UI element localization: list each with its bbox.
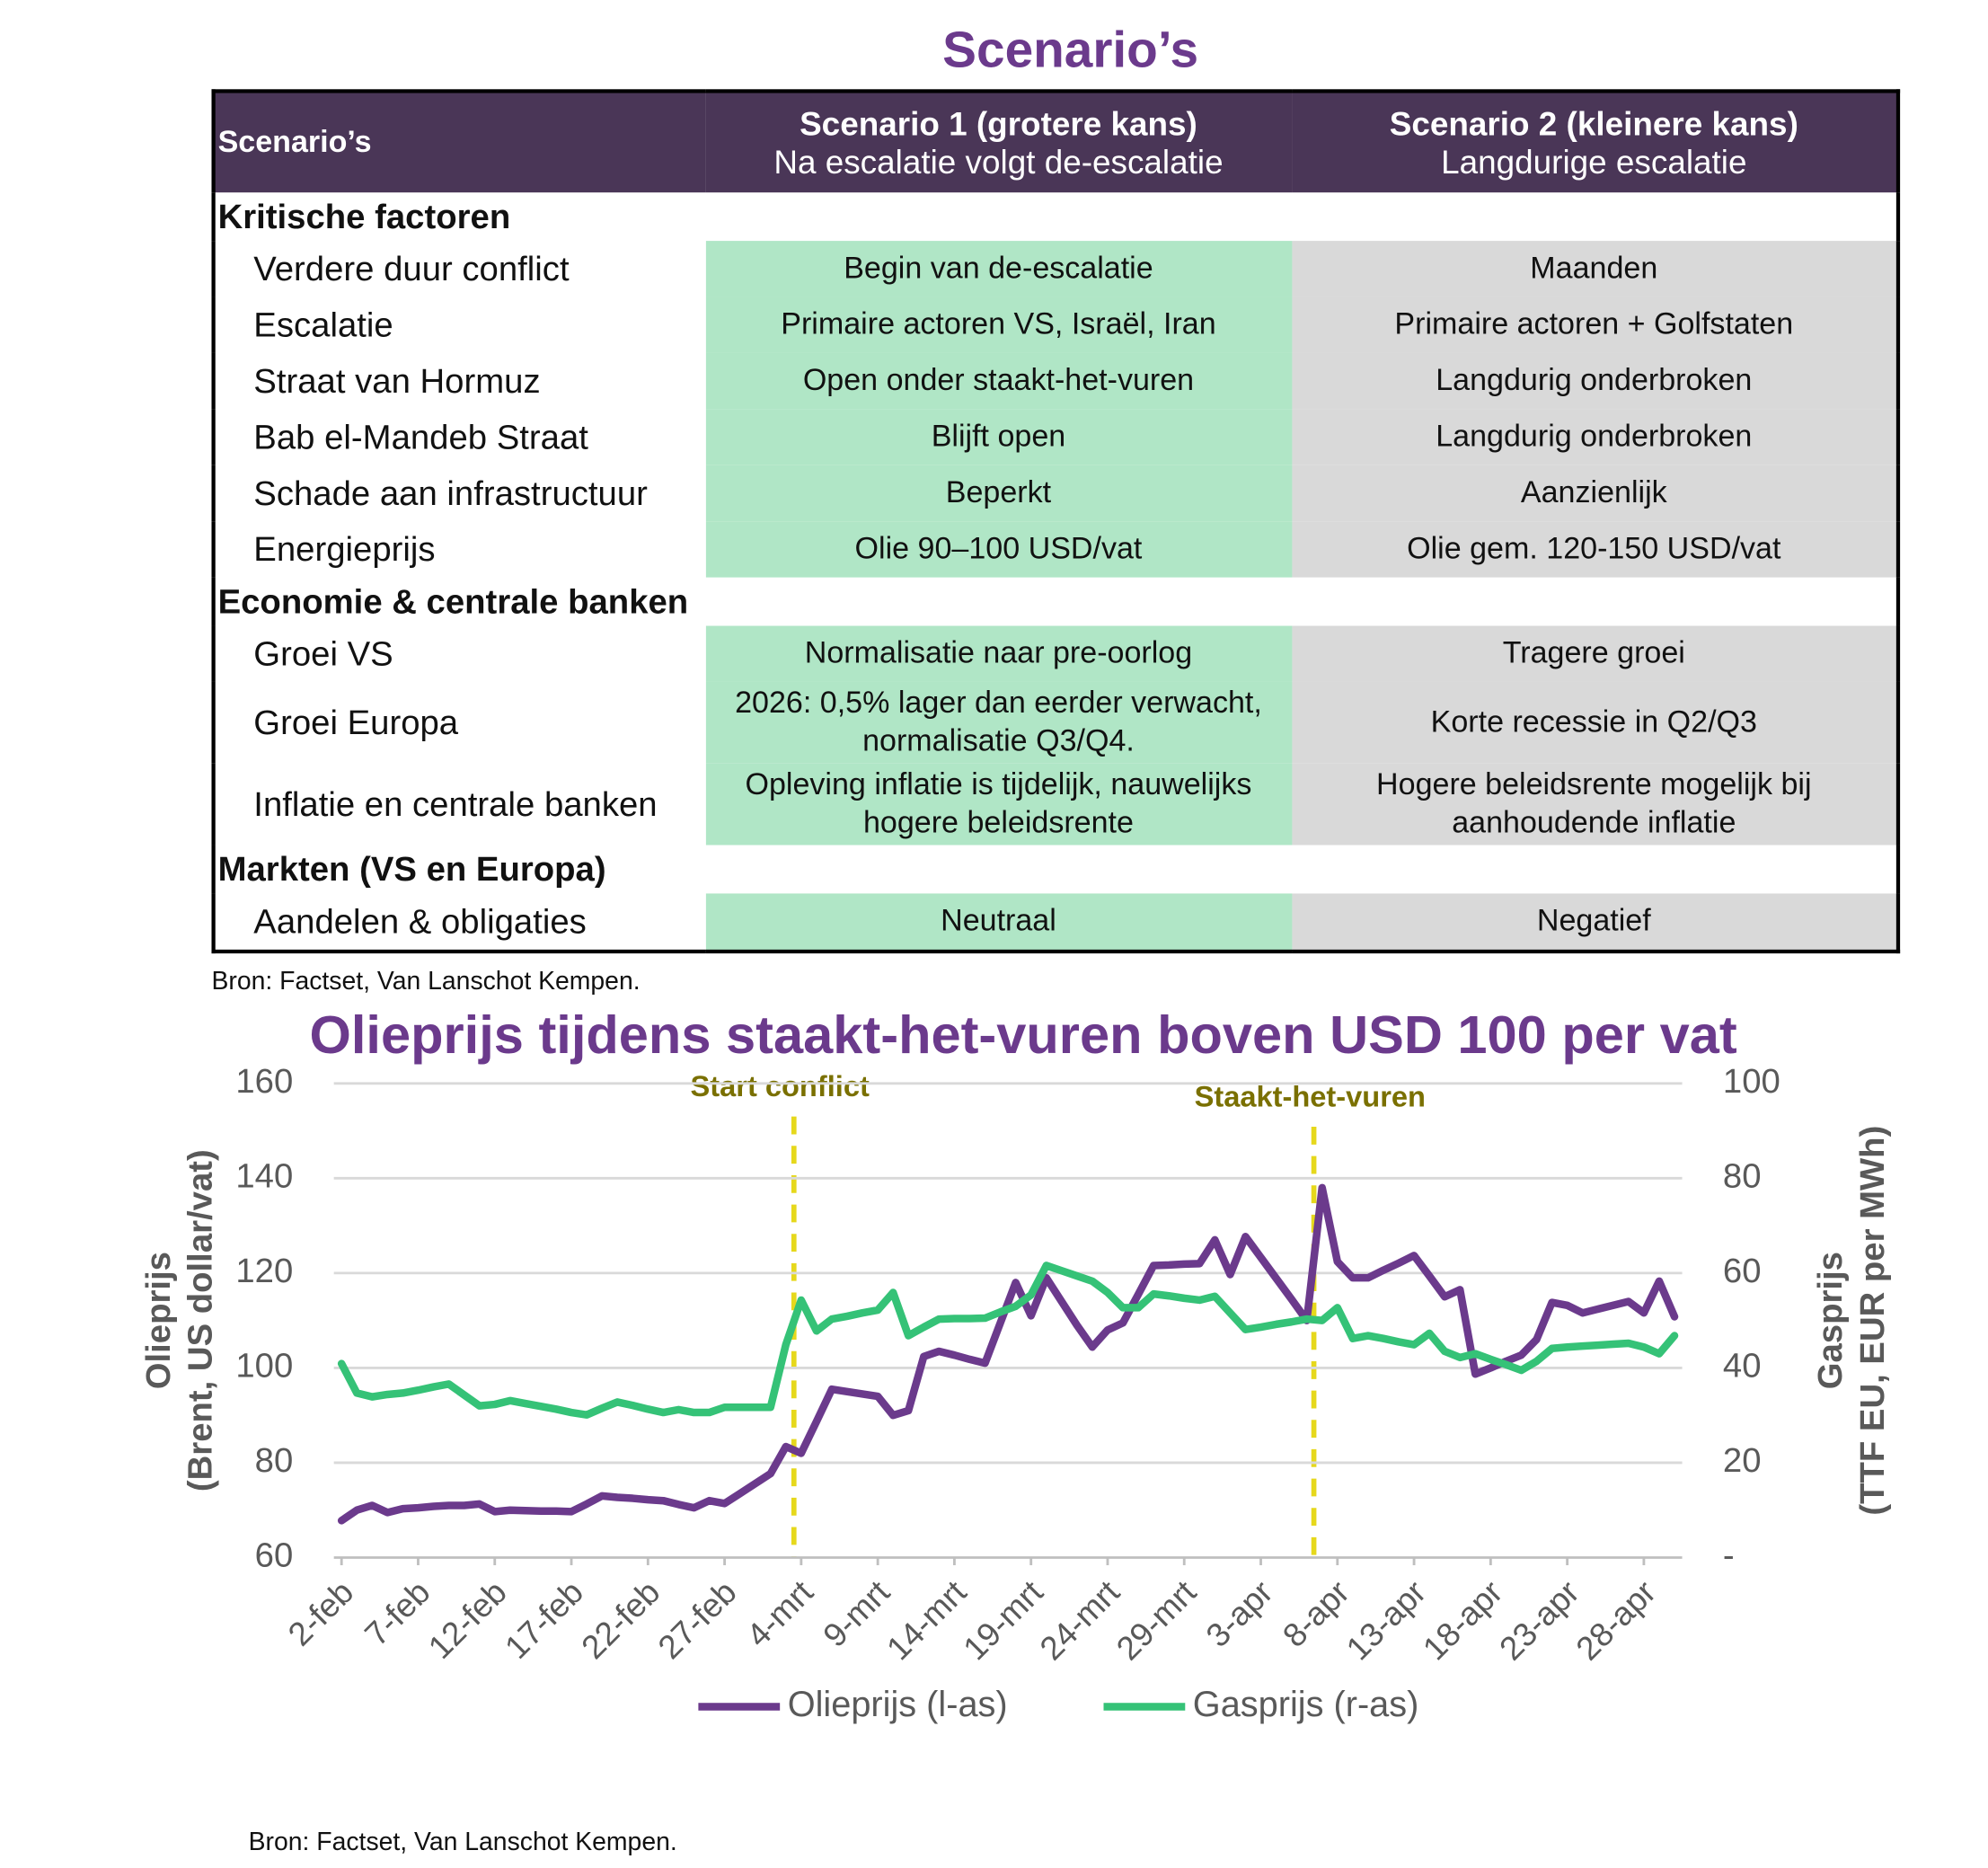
y2-tick-label: 60 — [1723, 1252, 1762, 1290]
y2-tick-label: 20 — [1723, 1441, 1762, 1480]
table-cell: Aanzienlijk — [1291, 465, 1898, 522]
row-label: Groei VS — [253, 634, 393, 674]
table-row: Bab el-Mandeb Straat Blijft open Langdurig… — [214, 409, 1898, 465]
table-cell: Opleving inflatie is tijdelijk, nauwelij… — [705, 763, 1292, 845]
x-tick-label: 13-apr — [1339, 1573, 1433, 1667]
header-cell: Scenario 2 (kleinere kans) Langdurige esc… — [1291, 91, 1898, 193]
table-source: Bron: Factset, Van Lanschot Kempen. — [211, 967, 640, 996]
table-row: Schade aan infrastructuur Beperkt Aanzienl… — [214, 465, 1898, 522]
row-label: Escalatie — [253, 305, 393, 345]
x-tick-label: 22-feb — [574, 1573, 667, 1666]
y-tick-label: 80 — [255, 1441, 294, 1480]
y2-tick-label: 100 — [1723, 1062, 1780, 1101]
x-tick-label: 24-mrt — [1033, 1573, 1127, 1667]
annotation: Staakt-het-vuren — [1195, 1079, 1426, 1112]
header-title: Scenario 2 (kleinere kans) — [1389, 104, 1798, 143]
row-label: Straat van Hormuz — [253, 361, 541, 401]
series-line — [337, 1183, 1679, 1525]
x-tick-label: 19-mrt — [956, 1573, 1049, 1667]
section-row: Kritische factoren — [214, 192, 1898, 241]
x-tick-label: 3-apr — [1199, 1573, 1280, 1654]
chart-source: Bron: Factset, Van Lanschot Kempen. — [249, 1828, 677, 1856]
row-label: Verdere duur conflict — [253, 250, 570, 288]
table-cell: Primaire actoren VS, Israël, Iran — [705, 297, 1292, 353]
y2-tick-label: - — [1723, 1536, 1735, 1575]
page-title: Scenario’s — [942, 22, 1198, 79]
header-subtitle: Langdurige escalatie — [1441, 142, 1747, 181]
table-cell: Blijft open — [705, 409, 1292, 465]
table-row: Aandelen & obligaties Neutraal Negatief — [214, 893, 1898, 952]
table-cell: Begin van de-escalatie — [705, 241, 1292, 297]
table-cell: Primaire actoren + Golfstaten — [1291, 297, 1898, 353]
x-tick-label: 17-feb — [498, 1573, 590, 1666]
section-row: Economie & centrale banken — [214, 578, 1898, 626]
x-tick-label: 2-feb — [281, 1573, 360, 1652]
y-tick-label: 160 — [235, 1062, 293, 1101]
x-tick-label: 4-mrt — [739, 1573, 820, 1654]
y2-axis-title: (TTF EU, EUR per MWh) — [1853, 1126, 1892, 1516]
y-axis-title: Olieprijs — [139, 1252, 178, 1389]
y-tick-label: 140 — [235, 1156, 293, 1195]
header-cell: Scenario 1 (grotere kans) Na escalatie vo… — [705, 91, 1292, 193]
section-row: Markten (VS en Europa) — [214, 845, 1898, 894]
x-tick-label: 23-apr — [1492, 1573, 1586, 1667]
row-label: Groei Europa — [253, 704, 459, 742]
section-title: Markten (VS en Europa) — [217, 850, 606, 889]
table-cell: Beperkt — [705, 465, 1292, 522]
x-tick-label: 14-mrt — [879, 1573, 973, 1667]
x-tick-label: 12-feb — [421, 1573, 514, 1666]
legend-label: Gasprijs (r-as) — [1193, 1685, 1419, 1724]
table-row: Groei Europa 2026: 0,5% lager dan eerder … — [214, 681, 1898, 764]
table-cell: Olie gem. 120-150 USD/vat — [1291, 521, 1898, 578]
y2-tick-label: 80 — [1723, 1156, 1762, 1195]
table-cell: Hogere beleidsrente mogelijk bij aanhoud… — [1291, 763, 1898, 845]
table-cell: Open onder staakt-het-vuren — [705, 352, 1292, 410]
table-row: Inflatie en centrale banken Opleving infl… — [214, 763, 1898, 845]
y2-tick-label: 40 — [1723, 1347, 1762, 1386]
row-label: Energieprijs — [253, 530, 436, 569]
x-tick-label: 27-feb — [651, 1573, 744, 1666]
table-row: Escalatie Primaire actoren VS, Israël, Ir… — [214, 297, 1898, 353]
y-tick-label: 120 — [235, 1252, 293, 1290]
table-cell: Korte recessie in Q2/Q3 — [1291, 681, 1898, 764]
header-cell: Scenario’s — [213, 91, 706, 193]
series-line — [337, 1262, 1679, 1419]
legend-label: Olieprijs (l-as) — [788, 1685, 1008, 1724]
table-cell: 2026: 0,5% lager dan eerder verwacht, no… — [705, 681, 1292, 764]
table-cell: Maanden — [1291, 241, 1898, 297]
x-tick-label: 18-apr — [1416, 1573, 1509, 1667]
y-tick-label: 100 — [235, 1347, 293, 1386]
y-tick-label: 60 — [255, 1536, 294, 1575]
y2-axis-title: Gasprijs — [1811, 1252, 1850, 1389]
header-row: Scenario’s Scenario 1 (grotere kans) Na es… — [213, 91, 1898, 193]
table-row: Groei VS Normalisatie naar pre-oorlog Trag… — [214, 625, 1898, 682]
x-tick-label: 28-apr — [1569, 1573, 1663, 1667]
annotation: Start conflict — [691, 1069, 870, 1102]
table-row: Straat van Hormuz Open onder staakt-het-v… — [214, 352, 1898, 410]
table-cell: Normalisatie naar pre-oorlog — [705, 625, 1292, 682]
y-axis-title: (Brent, US dollar/vat) — [181, 1149, 220, 1492]
header-subtitle: Na escalatie volgt de-escalatie — [773, 142, 1224, 181]
row-label: Schade aan infrastructuur — [253, 474, 648, 513]
table-cell: Negatief — [1291, 893, 1898, 952]
row-label: Inflatie en centrale banken — [253, 784, 658, 824]
table-cell: Tragere groei — [1291, 625, 1898, 682]
table-row: Verdere duur conflict Begin van de-escala… — [214, 241, 1898, 297]
chart-title: Olieprijs tijdens staakt-het-vuren boven… — [310, 1005, 1737, 1065]
table-cell: Neutraal — [705, 893, 1292, 952]
section-title: Kritische factoren — [217, 197, 511, 236]
header-title: Scenario 1 (grotere kans) — [800, 104, 1197, 143]
table-cell: Olie 90–100 USD/vat — [705, 521, 1292, 578]
scenario-table: Scenario’s Scenario 1 (grotere kans) Na es… — [211, 89, 1901, 954]
table-cell: Langdurig onderbroken — [1291, 352, 1898, 410]
table-row: Energieprijs Olie 90–100 USD/vat Olie gem.… — [214, 521, 1898, 578]
section-title: Economie & centrale banken — [217, 582, 689, 621]
row-label: Aandelen & obligaties — [253, 902, 587, 941]
table-cell: Langdurig onderbroken — [1291, 409, 1898, 465]
row-label: Bab el-Mandeb Straat — [253, 418, 588, 456]
x-tick-label: 29-mrt — [1109, 1573, 1203, 1667]
